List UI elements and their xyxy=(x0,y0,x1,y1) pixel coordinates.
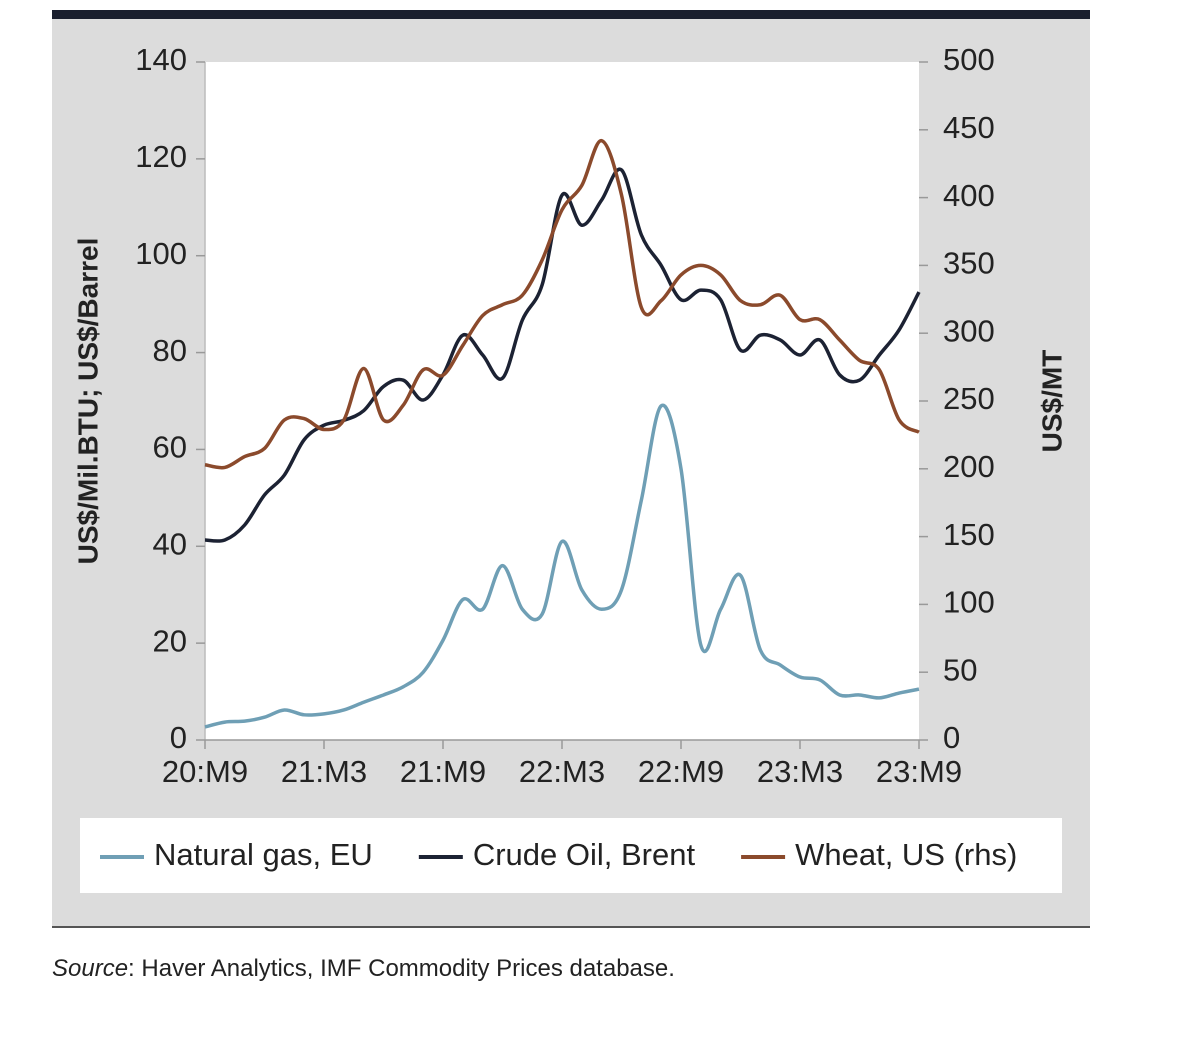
y-tick-label: 20 xyxy=(153,623,187,658)
legend-item: Wheat, US (rhs) xyxy=(741,837,1017,872)
legend-item: Crude Oil, Brent xyxy=(418,837,696,872)
legend-item: Natural gas, EU xyxy=(100,837,373,872)
y-tick-label: 100 xyxy=(135,236,187,271)
x-tick-label: 22:M9 xyxy=(638,754,724,789)
y-tick-label: 60 xyxy=(153,430,187,465)
line-series xyxy=(204,167,921,543)
source-label: Source xyxy=(52,955,128,982)
y2-tick-label: 150 xyxy=(943,517,995,552)
y-tick-label: 80 xyxy=(153,333,187,368)
y2-axis-title: US$/MT xyxy=(1036,350,1067,453)
y2-tick-label: 400 xyxy=(943,178,995,213)
y2-tick-label: 50 xyxy=(943,652,977,687)
x-tick-label: 21:M9 xyxy=(400,754,486,789)
top-bar xyxy=(52,10,1090,19)
y2-tick-label: 250 xyxy=(943,381,995,416)
source-note: Source: Haver Analytics, IMF Commodity P… xyxy=(52,955,675,982)
x-tick-label: 21:M3 xyxy=(281,754,367,789)
plot-area xyxy=(205,62,919,740)
legend-label: Wheat, US (rhs) xyxy=(795,837,1017,872)
x-tick-label: 20:M9 xyxy=(162,754,248,789)
y2-tick-label: 500 xyxy=(943,42,995,77)
y2-tick-label: 200 xyxy=(943,449,995,484)
y-tick-label: 140 xyxy=(135,42,187,77)
x-tick-label: 22:M3 xyxy=(519,754,605,789)
y-axis-title: US$/Mil.BTU; US$/Barrel xyxy=(72,238,103,565)
x-tick-label: 23:M3 xyxy=(757,754,843,789)
line-series xyxy=(204,138,920,470)
y2-tick-label: 100 xyxy=(943,585,995,620)
legend-label: Natural gas, EU xyxy=(154,837,373,872)
y2-tick-label: 0 xyxy=(943,720,960,755)
y2-tick-label: 350 xyxy=(943,246,995,281)
source-text: : Haver Analytics, IMF Commodity Prices … xyxy=(128,955,675,982)
legend-label: Crude Oil, Brent xyxy=(473,837,696,872)
y2-tick-label: 450 xyxy=(943,110,995,145)
y-tick-label: 0 xyxy=(170,720,187,755)
y2-tick-label: 300 xyxy=(943,313,995,348)
line-series xyxy=(204,403,920,729)
x-tick-label: 23:M9 xyxy=(876,754,962,789)
y-tick-label: 120 xyxy=(135,139,187,174)
legend-box xyxy=(80,818,1062,893)
y-tick-label: 40 xyxy=(153,526,187,561)
